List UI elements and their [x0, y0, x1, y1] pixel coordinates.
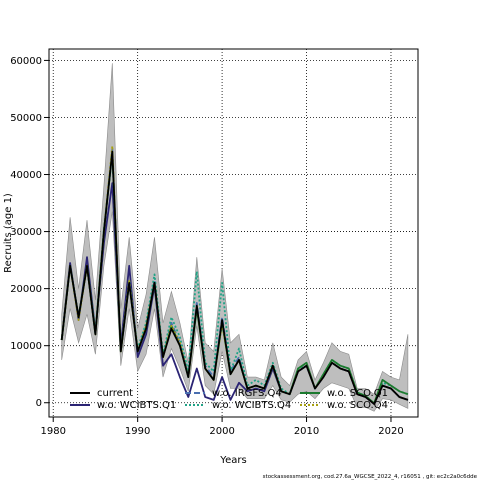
confidence-band — [61, 63, 409, 412]
legend-label: w.o. SCO.Q4 — [327, 400, 388, 411]
x-tick-label: 2000 — [209, 426, 234, 437]
series-line-current — [60, 150, 409, 405]
x-tick-label: 1980 — [40, 426, 65, 437]
y-tick-label: 10000 — [10, 341, 42, 352]
plot-frame — [48, 48, 419, 418]
x-tick-label: 1990 — [125, 426, 150, 437]
footer-text: stockassessment.org, cod.27.6a_WGCSE_202… — [263, 474, 478, 480]
legend-label: w.o. WCIBTS.Q1 — [97, 400, 176, 411]
y-tick-label: 50000 — [10, 113, 42, 124]
x-tick-label: 2010 — [294, 426, 319, 437]
y-axis-title: Recruits (age 1) — [3, 193, 14, 273]
series-lines — [60, 145, 409, 405]
legend-label: current — [97, 388, 133, 399]
y-tick-label: 0 — [36, 398, 42, 409]
y-tick-label: 60000 — [10, 56, 42, 67]
y-tick-label: 40000 — [10, 170, 42, 181]
confidence-band-area — [61, 63, 409, 412]
legend-label: w.o. SCO.Q1 — [327, 388, 388, 399]
x-tick-label: 2020 — [378, 426, 403, 437]
legend-label: w.o. WCIBTS.Q4 — [212, 400, 291, 411]
y-tick-label: 30000 — [10, 227, 42, 238]
x-axis-title: Years — [219, 455, 246, 466]
y-tick-label: 20000 — [10, 284, 42, 295]
y-axis: 0 10000 20000 30000 40000 50000 60000 — [10, 56, 49, 409]
legend-label: w.o. IRGFS.Q4 — [212, 388, 282, 399]
series-line-w-o-wcibts-q4 — [60, 153, 409, 405]
x-axis: 1980 1990 2000 2010 2020 — [40, 417, 404, 437]
